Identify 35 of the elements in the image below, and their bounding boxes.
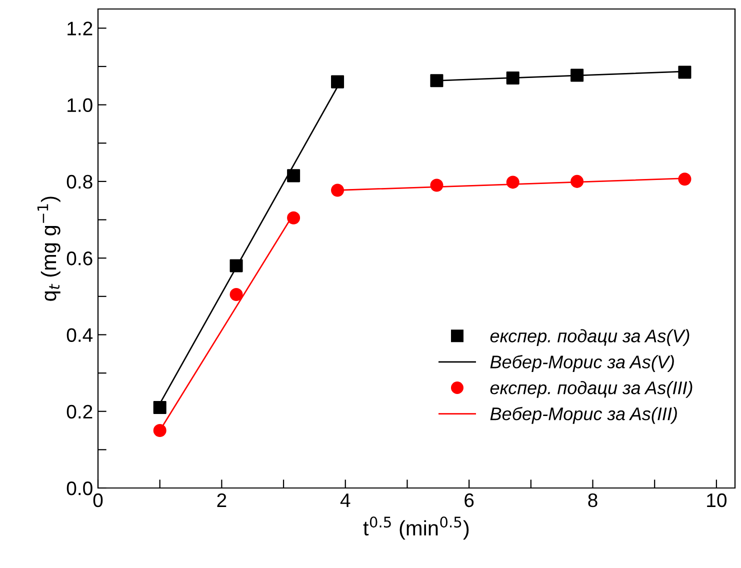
x-tick-label: 0 — [93, 493, 103, 508]
point — [570, 174, 584, 188]
legend-label: експер. подаци за As(V) — [490, 329, 690, 346]
y-tick-label: 0.2 — [66, 404, 92, 419]
y-tick-label: 1.2 — [68, 22, 92, 36]
x-tick-label: 10 — [707, 493, 726, 508]
y-tick-label: 0.4 — [66, 328, 93, 342]
legend-label: Вебер-Морис за As(V) — [490, 354, 674, 372]
y-tick-label: 0.8 — [66, 174, 92, 189]
x-tick-label: 2 — [217, 493, 226, 507]
y-tick-label: 0.6 — [66, 252, 92, 266]
legend-label: експер. подаци за As(III) — [490, 380, 692, 398]
point — [230, 288, 243, 301]
point — [287, 211, 300, 224]
point — [153, 424, 166, 438]
y-tick-label: 1.0 — [68, 98, 92, 112]
point — [331, 184, 344, 197]
point — [506, 176, 520, 189]
point — [678, 66, 692, 79]
x-tick-label: 4 — [340, 494, 350, 507]
point — [287, 169, 300, 182]
point — [678, 172, 692, 186]
point — [430, 178, 444, 192]
point — [430, 74, 444, 88]
point — [506, 71, 520, 84]
point — [570, 68, 584, 82]
x-axis-title: t$^{0.5}$ (min$^{0.5}$) — [363, 516, 469, 540]
y-axis-title: q$_{t}$ (mg g$^{−1}$) — [37, 196, 60, 301]
x-tick-label: 8 — [588, 493, 598, 508]
y-tick-label: 0.0 — [66, 481, 92, 496]
point — [230, 259, 243, 272]
point — [331, 75, 344, 88]
point — [153, 401, 166, 414]
x-tick-label: 6 — [464, 493, 474, 508]
legend-label: Вебер-Морис за As(III) — [490, 406, 677, 424]
